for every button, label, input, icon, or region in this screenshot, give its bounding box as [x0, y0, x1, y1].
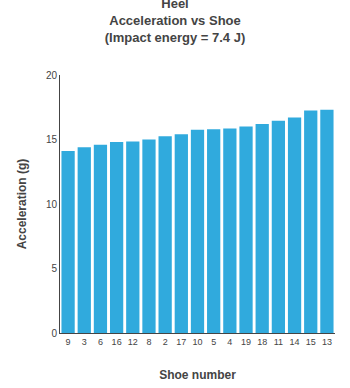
svg-text:Shoe number: Shoe number — [159, 368, 236, 382]
svg-text:HeelAcceleration vs Shoe(Impac: HeelAcceleration vs Shoe(Impact energy =… — [105, 0, 246, 45]
svg-text:6: 6 — [98, 337, 103, 347]
svg-text:10: 10 — [46, 199, 58, 210]
svg-text:18: 18 — [257, 337, 267, 347]
svg-text:5: 5 — [211, 337, 216, 347]
svg-text:15: 15 — [306, 337, 316, 347]
svg-text:9: 9 — [66, 337, 71, 347]
svg-text:8: 8 — [146, 337, 151, 347]
svg-text:16: 16 — [112, 337, 122, 347]
svg-text:Acceleration (g): Acceleration (g) — [15, 159, 29, 250]
svg-text:11: 11 — [274, 337, 283, 347]
svg-text:17: 17 — [176, 337, 186, 347]
svg-text:20: 20 — [46, 70, 58, 81]
svg-text:5: 5 — [51, 263, 57, 274]
svg-text:2: 2 — [163, 337, 168, 347]
svg-text:0: 0 — [51, 328, 57, 339]
svg-text:14: 14 — [290, 337, 300, 347]
svg-text:3: 3 — [82, 337, 87, 347]
svg-text:13: 13 — [322, 337, 332, 347]
svg-text:19: 19 — [241, 337, 251, 347]
svg-text:12: 12 — [128, 337, 138, 347]
svg-text:4: 4 — [227, 337, 232, 347]
svg-text:10: 10 — [192, 337, 202, 347]
svg-text:15: 15 — [46, 134, 58, 145]
